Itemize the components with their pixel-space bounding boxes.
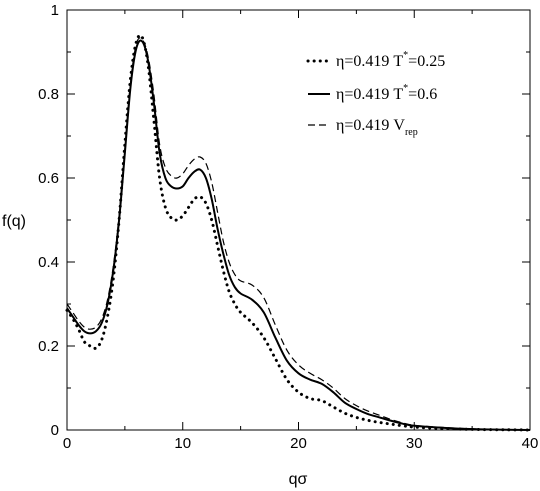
- legend-label-sub: rep: [405, 127, 418, 138]
- x-tick-label: 20: [290, 435, 307, 452]
- legend-label: η=0.419 T*=0.25: [336, 50, 445, 70]
- y-axis-title: f(q): [2, 213, 26, 230]
- y-tick-label: 0.2: [38, 338, 59, 355]
- legend-label-sup: *: [403, 50, 408, 61]
- legend-label-tail: =0.25: [408, 53, 445, 70]
- x-tick-label: 40: [522, 435, 539, 452]
- legend-label-main: η=0.419 T: [336, 53, 403, 70]
- x-tick-label: 10: [174, 435, 191, 452]
- axis-ticks: 0 10 20 30 40 0 0.2 0.4 0.6 0.8 1: [38, 2, 538, 452]
- y-tick-label: 0: [51, 422, 59, 439]
- legend-label-sup: *: [403, 83, 408, 94]
- legend-label: η=0.419 Vrep: [336, 117, 418, 138]
- x-tick-label: 0: [63, 435, 71, 452]
- series-layer: [65, 33, 532, 432]
- y-tick-label: 0.6: [38, 170, 59, 187]
- series-line-dashed: [66, 37, 531, 431]
- x-axis-title: qσ: [289, 471, 308, 488]
- x-tick-label: 30: [406, 435, 423, 452]
- y-tick-label: 0.8: [38, 86, 59, 103]
- y-tick-label: 0.4: [38, 254, 59, 271]
- y-tick-label: 1: [51, 2, 59, 19]
- legend-label-main: η=0.419 V: [336, 117, 405, 134]
- legend-label-tail: =0.6: [408, 86, 437, 103]
- legend: η=0.419 T*=0.25η=0.419 T*=0.6η=0.419 Vre…: [306, 50, 445, 138]
- series-line-solid: [66, 39, 531, 431]
- legend-label: η=0.419 T*=0.6: [336, 83, 437, 103]
- plot-frame: [66, 9, 531, 431]
- legend-label-main: η=0.419 T: [336, 86, 403, 103]
- series-line-dotted: [65, 33, 532, 432]
